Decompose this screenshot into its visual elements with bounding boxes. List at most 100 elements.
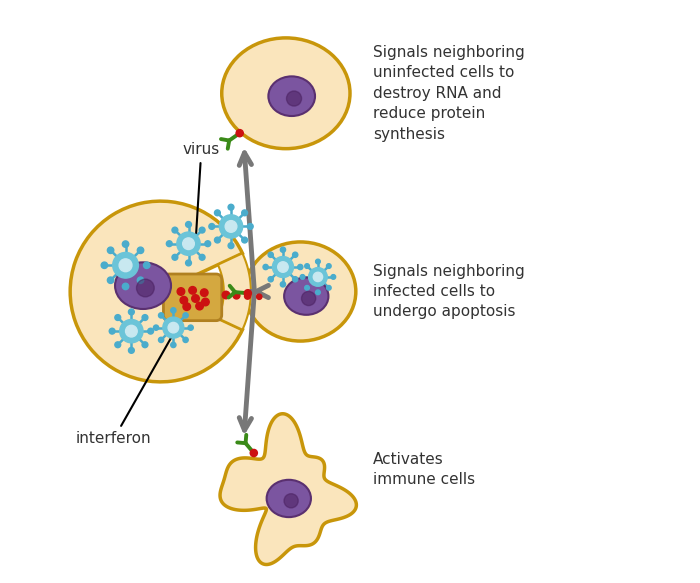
Circle shape <box>316 290 321 294</box>
Text: Activates
immune cells: Activates immune cells <box>373 452 475 487</box>
Circle shape <box>286 91 302 106</box>
Circle shape <box>219 215 243 238</box>
Circle shape <box>115 342 120 347</box>
Circle shape <box>196 302 204 310</box>
Circle shape <box>102 262 108 268</box>
Text: Signals neighboring
infected cells to
undergo apoptosis: Signals neighboring infected cells to un… <box>373 264 525 319</box>
Circle shape <box>177 288 185 295</box>
Circle shape <box>153 325 159 330</box>
Circle shape <box>177 232 200 255</box>
Circle shape <box>214 210 220 216</box>
Circle shape <box>183 238 195 250</box>
Circle shape <box>113 252 139 278</box>
Ellipse shape <box>222 38 350 149</box>
Circle shape <box>280 247 286 252</box>
Circle shape <box>129 309 134 315</box>
Circle shape <box>284 494 298 508</box>
Ellipse shape <box>268 76 315 116</box>
Circle shape <box>120 319 143 343</box>
Circle shape <box>331 275 336 279</box>
Circle shape <box>298 265 303 269</box>
Circle shape <box>244 290 251 297</box>
Circle shape <box>302 292 316 305</box>
Circle shape <box>225 220 237 232</box>
Circle shape <box>107 247 114 254</box>
Circle shape <box>278 262 288 272</box>
Circle shape <box>137 247 144 254</box>
Circle shape <box>247 223 253 229</box>
Circle shape <box>122 241 129 247</box>
Circle shape <box>183 338 188 343</box>
Circle shape <box>326 264 331 268</box>
Circle shape <box>209 223 215 229</box>
Circle shape <box>115 315 120 321</box>
Circle shape <box>122 283 129 290</box>
Circle shape <box>168 322 178 333</box>
Circle shape <box>280 282 286 287</box>
Text: virus: virus <box>183 142 220 241</box>
Wedge shape <box>70 201 242 382</box>
Text: interferon: interferon <box>76 312 186 446</box>
Circle shape <box>158 338 164 343</box>
Polygon shape <box>220 414 356 564</box>
Circle shape <box>314 272 323 282</box>
Circle shape <box>188 325 193 330</box>
Circle shape <box>304 264 309 268</box>
Circle shape <box>316 259 321 264</box>
Circle shape <box>257 294 262 300</box>
Circle shape <box>180 297 188 304</box>
Ellipse shape <box>267 480 311 517</box>
Circle shape <box>293 277 297 282</box>
Circle shape <box>183 303 190 310</box>
Circle shape <box>171 308 176 313</box>
Circle shape <box>189 287 197 294</box>
Circle shape <box>244 293 251 299</box>
Circle shape <box>129 347 134 353</box>
Circle shape <box>148 328 153 334</box>
Circle shape <box>233 292 240 299</box>
Circle shape <box>205 241 211 247</box>
Circle shape <box>268 277 273 282</box>
Circle shape <box>272 257 293 278</box>
Circle shape <box>268 252 273 257</box>
Circle shape <box>192 295 199 302</box>
Ellipse shape <box>115 262 171 309</box>
Circle shape <box>304 286 309 290</box>
Circle shape <box>293 252 297 257</box>
Circle shape <box>263 265 268 269</box>
Circle shape <box>186 222 191 227</box>
Circle shape <box>200 289 208 296</box>
Circle shape <box>228 243 234 248</box>
Circle shape <box>136 279 154 297</box>
Text: Signals neighboring
uninfected cells to
destroy RNA and
reduce protein
synthesis: Signals neighboring uninfected cells to … <box>373 45 525 142</box>
Circle shape <box>142 315 148 321</box>
Polygon shape <box>218 253 251 330</box>
FancyBboxPatch shape <box>163 274 222 321</box>
Circle shape <box>137 277 144 283</box>
Circle shape <box>214 237 220 243</box>
Circle shape <box>186 260 191 266</box>
Circle shape <box>199 254 205 260</box>
Circle shape <box>222 292 230 298</box>
Circle shape <box>158 312 164 318</box>
Circle shape <box>172 227 178 233</box>
Circle shape <box>109 328 115 334</box>
Circle shape <box>236 129 244 137</box>
Circle shape <box>171 342 176 347</box>
Circle shape <box>183 312 188 318</box>
Circle shape <box>172 254 178 260</box>
Circle shape <box>241 237 248 243</box>
Circle shape <box>144 262 150 268</box>
Circle shape <box>309 268 328 286</box>
Circle shape <box>250 449 258 456</box>
Circle shape <box>199 227 205 233</box>
Circle shape <box>142 342 148 347</box>
Circle shape <box>202 298 209 305</box>
Circle shape <box>107 277 114 283</box>
Circle shape <box>326 286 331 290</box>
Circle shape <box>300 275 305 279</box>
Ellipse shape <box>284 278 328 315</box>
Ellipse shape <box>245 242 356 341</box>
Circle shape <box>167 241 172 247</box>
Circle shape <box>125 325 137 337</box>
